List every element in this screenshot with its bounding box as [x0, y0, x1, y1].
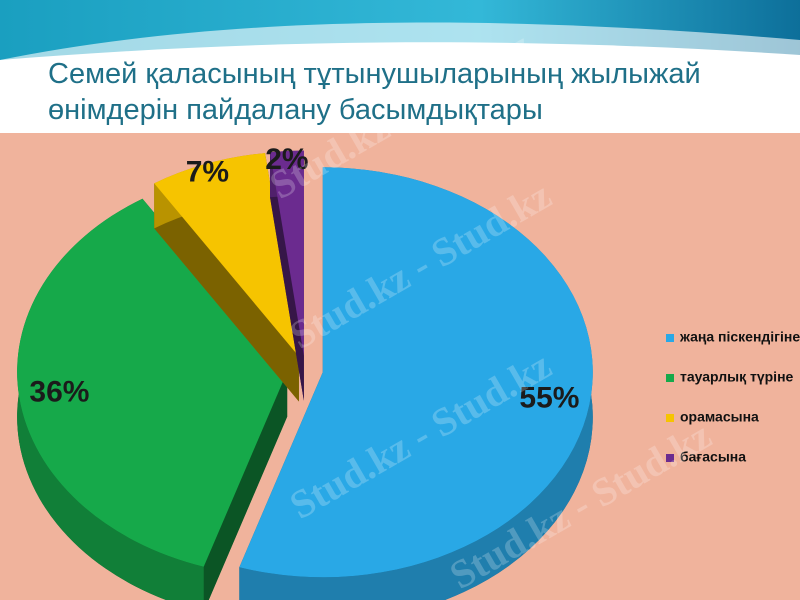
slice-top — [17, 198, 288, 567]
slice-side — [203, 371, 288, 600]
legend: жаңа піскендігіне тауарлық түріне орамасын… — [666, 329, 800, 465]
legend-swatch — [666, 374, 674, 382]
legend-swatch — [666, 414, 674, 422]
chart-title: Семей қаласының тұтынушыларының жылыжай … — [48, 58, 701, 126]
slice — [239, 167, 593, 600]
slice-top — [270, 150, 304, 356]
slice — [270, 150, 304, 401]
legend-label: бағасына — [680, 449, 746, 465]
legend-swatch — [666, 334, 674, 342]
legend-label: жаңа піскендігіне — [679, 329, 800, 345]
legend-label: орамасына — [680, 409, 759, 425]
slice-side — [270, 152, 304, 401]
data-label: 2% — [265, 143, 308, 176]
slice-top — [239, 167, 593, 578]
header-bg — [0, 42, 800, 135]
legend-label: тауарлық түріне — [680, 369, 794, 385]
legend-swatch — [666, 454, 674, 462]
data-label: 55% — [519, 381, 579, 414]
slice-top — [154, 153, 299, 357]
slice-side — [154, 183, 299, 402]
pie: 55% 36% 7% 2% — [17, 143, 593, 600]
data-label: 36% — [29, 376, 89, 409]
data-label: 7% — [186, 155, 229, 188]
